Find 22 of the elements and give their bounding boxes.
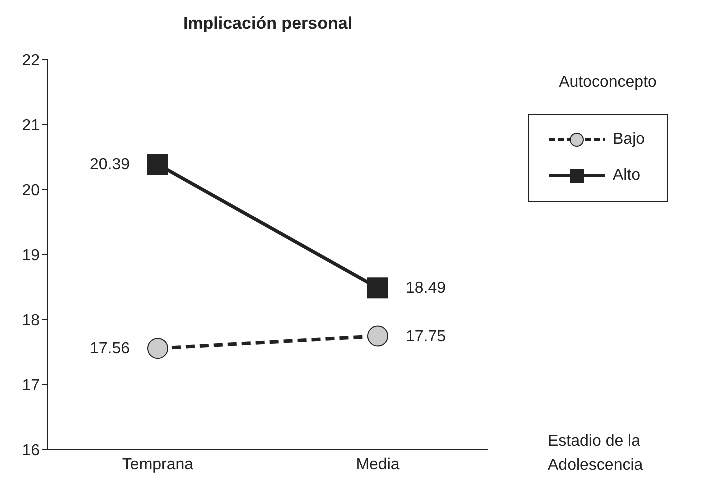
y-tick-label: 20 (22, 182, 40, 200)
y-tick-label: 19 (22, 248, 40, 265)
data-label: 20.39 (90, 156, 130, 174)
y-tick-label: 22 (22, 52, 40, 70)
point (368, 326, 388, 347)
chart-title: Implicación personal (182, 14, 354, 34)
y-tick-label: 18 (22, 312, 40, 330)
data-label: 17.56 (90, 340, 130, 358)
data-label: 18.49 (406, 280, 446, 298)
point (148, 154, 168, 176)
x-tick-label: Temprana (122, 456, 194, 474)
y-tick-label: 21 (22, 118, 40, 135)
y-tick-label: 17 (22, 378, 40, 395)
x-axis-title: Estadio de la Adolescencia (548, 433, 644, 474)
point (368, 278, 388, 299)
point (148, 338, 168, 360)
legend-title: Autoconcepto (558, 74, 658, 92)
legend-label: Bajo (613, 131, 646, 149)
x-tick-label: Media (356, 456, 400, 474)
legend-label: Alto (613, 167, 641, 185)
y-tick-label: 16 (22, 442, 40, 460)
data-label: 17.75 (406, 328, 446, 346)
